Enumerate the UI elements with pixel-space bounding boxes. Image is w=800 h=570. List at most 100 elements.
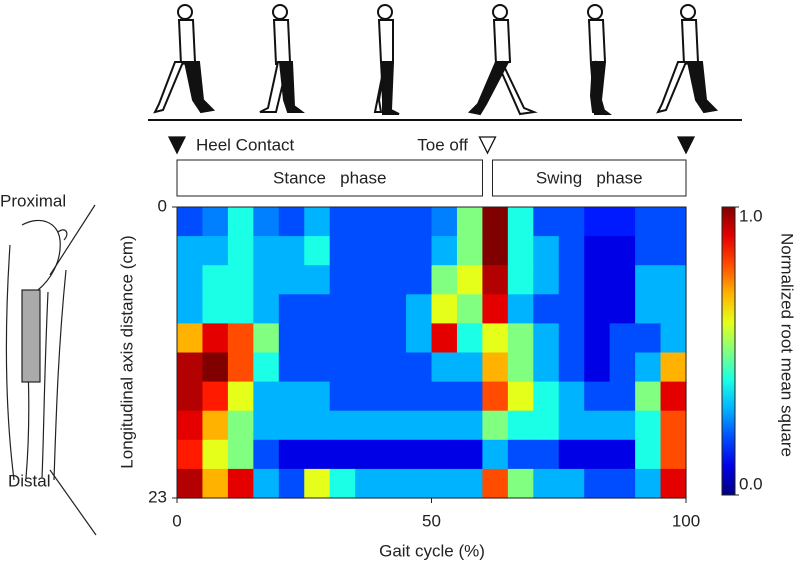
x-tick-label: 0 bbox=[172, 511, 181, 530]
colorbar bbox=[721, 206, 736, 496]
heat-cell bbox=[253, 468, 280, 499]
heat-cell bbox=[660, 207, 687, 237]
heat-cell bbox=[635, 207, 662, 237]
heat-cell bbox=[329, 265, 356, 295]
heat-cell bbox=[355, 236, 382, 266]
heat-cell bbox=[304, 294, 331, 324]
heat-cell bbox=[227, 410, 254, 441]
heat-cell bbox=[456, 294, 483, 324]
heat-cell bbox=[202, 207, 229, 237]
heat-cell bbox=[227, 323, 254, 354]
heat-cell bbox=[406, 294, 433, 324]
heat-cell bbox=[406, 439, 433, 470]
heat-cell bbox=[558, 236, 585, 266]
heat-cell bbox=[177, 323, 204, 354]
heat-cell bbox=[482, 352, 509, 383]
heat-cell bbox=[202, 352, 229, 383]
phase-label: Swing phase bbox=[536, 168, 643, 187]
heat-cell bbox=[380, 207, 407, 237]
heat-cell bbox=[635, 468, 662, 499]
heat-cell bbox=[278, 236, 305, 266]
heat-cell bbox=[227, 468, 254, 499]
heat-cell bbox=[456, 207, 483, 237]
heat-cell bbox=[660, 468, 687, 499]
heat-cell bbox=[482, 323, 509, 354]
heat-cell bbox=[355, 323, 382, 354]
heat-cell bbox=[304, 352, 331, 383]
event-marker bbox=[167, 136, 187, 155]
heat-cell bbox=[507, 323, 534, 354]
heat-cell bbox=[533, 265, 560, 295]
heat-cell bbox=[482, 381, 509, 412]
heat-cell bbox=[406, 236, 433, 266]
heat-cell bbox=[278, 207, 305, 237]
x-tick-label: 50 bbox=[422, 511, 441, 530]
heat-cell bbox=[202, 236, 229, 266]
heat-cell bbox=[533, 381, 560, 412]
heat-cell bbox=[304, 468, 331, 499]
heat-cell bbox=[507, 294, 534, 324]
heat-cell bbox=[304, 236, 331, 266]
heat-cell bbox=[456, 410, 483, 441]
heat-cell bbox=[584, 294, 611, 324]
heat-cell bbox=[177, 294, 204, 324]
heat-cell bbox=[355, 265, 382, 295]
heat-cell bbox=[431, 439, 458, 470]
heat-cell bbox=[253, 207, 280, 237]
heat-cell bbox=[660, 439, 687, 470]
heat-cell bbox=[304, 439, 331, 470]
heat-cell bbox=[253, 236, 280, 266]
heat-cell bbox=[558, 468, 585, 499]
heat-cell bbox=[304, 381, 331, 412]
heat-cell bbox=[355, 294, 382, 324]
heat-cell bbox=[456, 323, 483, 354]
heat-cell bbox=[609, 468, 636, 499]
heat-cell bbox=[558, 207, 585, 237]
event-marker bbox=[676, 136, 696, 155]
heat-cell bbox=[177, 352, 204, 383]
x-axis-label: Gait cycle (%) bbox=[379, 541, 485, 560]
heat-cell bbox=[406, 381, 433, 412]
heat-cell bbox=[278, 265, 305, 295]
heat-cell bbox=[177, 381, 204, 412]
heat-cell bbox=[635, 265, 662, 295]
heat-cell bbox=[227, 265, 254, 295]
heat-cell bbox=[278, 439, 305, 470]
heat-cell bbox=[482, 207, 509, 237]
heat-cell bbox=[482, 236, 509, 266]
heat-cell bbox=[177, 439, 204, 470]
colorbar-tick-label: 0.0 bbox=[739, 474, 763, 493]
heat-cell bbox=[380, 381, 407, 412]
heat-cell bbox=[584, 352, 611, 383]
heat-cell bbox=[253, 265, 280, 295]
heat-cell bbox=[558, 439, 585, 470]
heat-cell bbox=[584, 410, 611, 441]
distal-label: Distal bbox=[8, 471, 51, 490]
heat-cell bbox=[482, 294, 509, 324]
heat-cell bbox=[380, 468, 407, 499]
heat-cell bbox=[406, 352, 433, 383]
heat-cell bbox=[660, 294, 687, 324]
colorbar-tick-label: 1.0 bbox=[739, 206, 763, 225]
heat-cell bbox=[533, 323, 560, 354]
heat-cell bbox=[507, 265, 534, 295]
heat-cell bbox=[380, 323, 407, 354]
heat-cell bbox=[609, 439, 636, 470]
colorbar-label: Normalized root mean square bbox=[778, 233, 797, 457]
heat-cell bbox=[660, 352, 687, 383]
heat-cell bbox=[635, 323, 662, 354]
heat-cell bbox=[431, 265, 458, 295]
heat-cell bbox=[355, 207, 382, 237]
annotation: Heel Contact bbox=[196, 135, 295, 154]
heat-cell bbox=[202, 323, 229, 354]
heat-cell bbox=[380, 352, 407, 383]
heat-cell bbox=[253, 352, 280, 383]
heat-cell bbox=[558, 352, 585, 383]
heat-cell bbox=[507, 207, 534, 237]
phase-label: Stance phase bbox=[273, 168, 386, 187]
leg-schematic bbox=[5, 204, 97, 536]
heat-cell bbox=[177, 207, 204, 237]
heat-cell bbox=[329, 236, 356, 266]
heat-cell bbox=[533, 410, 560, 441]
heat-cell bbox=[635, 294, 662, 324]
